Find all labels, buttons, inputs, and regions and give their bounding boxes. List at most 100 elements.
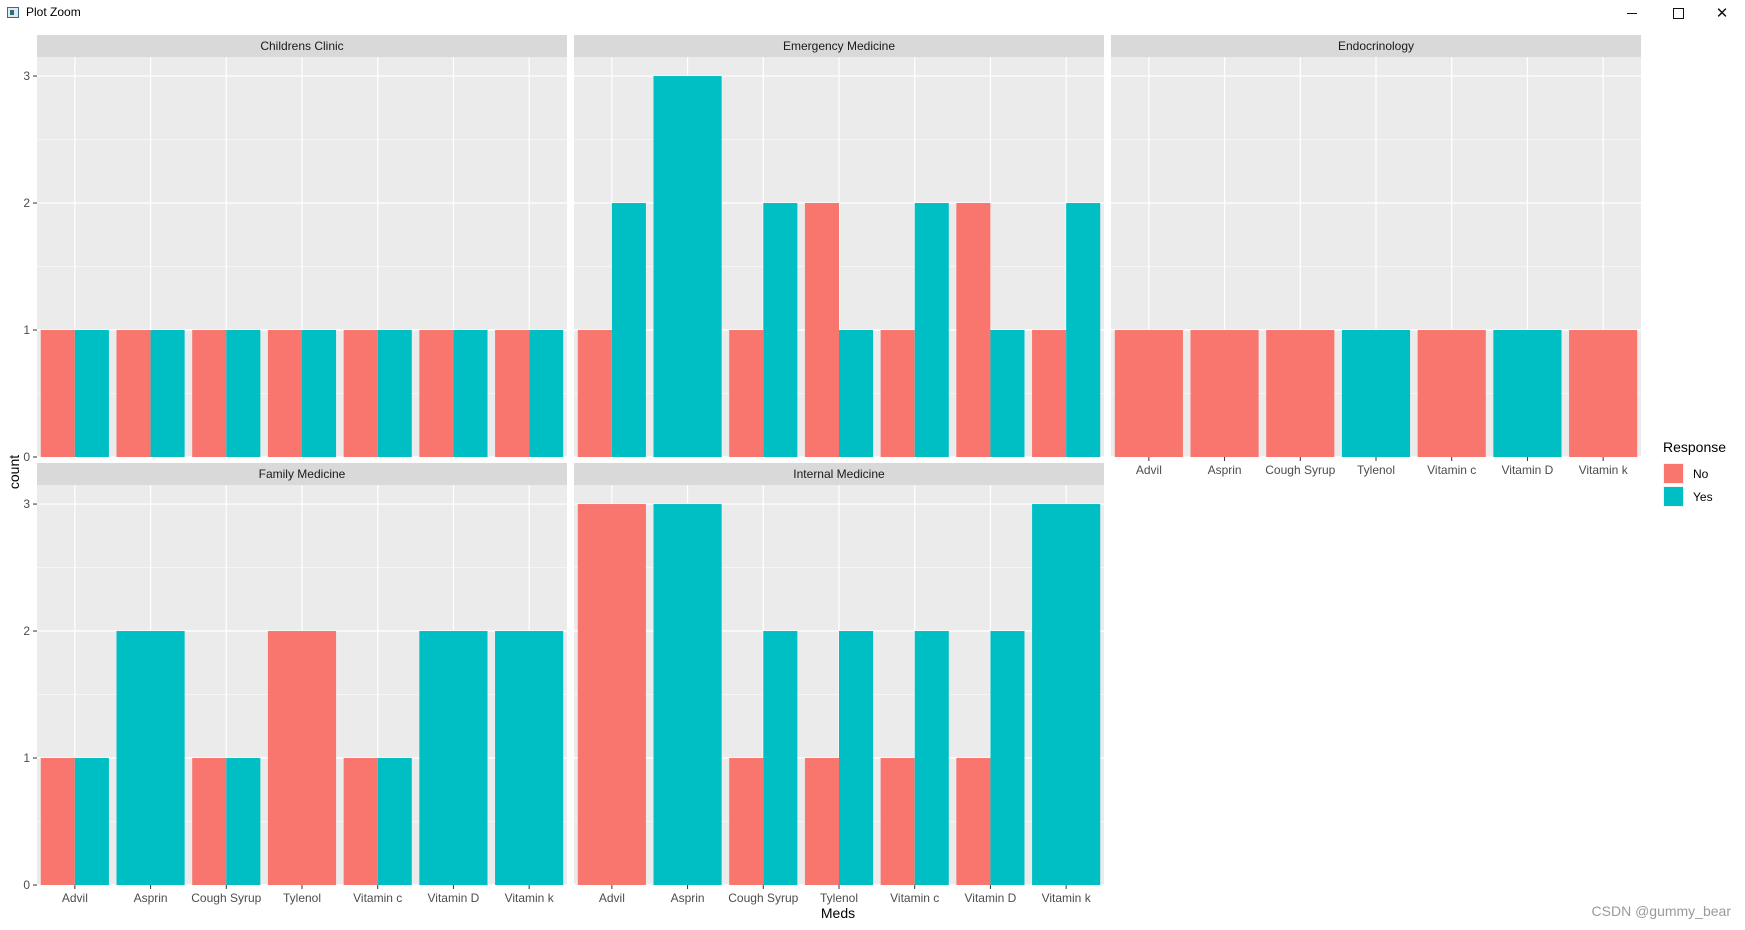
x-tick-label: Asprin [1208,463,1242,477]
bar [226,330,261,457]
close-icon: ✕ [1715,5,1729,22]
bar [267,631,337,885]
facet-strip [37,463,567,485]
bar [377,330,412,457]
facet-title: Internal Medicine [793,467,885,481]
x-axis-title: Meds [821,905,855,921]
bar [956,203,991,457]
legend-swatch [1664,464,1683,483]
y-tick-label: 3 [23,497,30,511]
y-tick-label: 2 [23,196,30,210]
bar [577,504,646,885]
window-titlebar: Plot Zoom ✕ [0,0,1745,26]
facet-title: Family Medicine [259,467,346,481]
bar [839,631,874,885]
legend-swatch [1664,487,1683,506]
bar [914,631,949,885]
x-tick-label: Vitamin D [1502,463,1554,477]
bar [495,330,530,457]
bar [990,631,1025,885]
y-tick-label: 3 [23,69,30,83]
bar [302,330,337,457]
facet-title: Emergency Medicine [783,39,895,53]
bar [611,203,646,457]
bar [653,504,722,885]
bar [729,758,764,885]
bar [1417,330,1486,457]
x-tick-label: Vitamin D [428,891,480,905]
bar [763,631,798,885]
bar [495,631,564,885]
bar [192,758,227,885]
x-tick-label: Tylenol [1357,463,1395,477]
x-tick-label: Vitamin k [1042,891,1092,905]
bar [267,330,302,457]
bar [226,758,261,885]
bar [116,631,185,885]
x-tick-label: Tylenol [283,891,321,905]
y-tick-label: 0 [23,450,30,464]
legend-label: No [1693,467,1709,481]
bar [40,758,75,885]
y-tick-label: 1 [23,323,30,337]
bar [1266,330,1335,457]
minimize-button[interactable] [1609,0,1655,26]
facet-title: Endocrinology [1338,39,1414,53]
bar [1066,203,1101,457]
x-tick-label: Asprin [134,891,168,905]
x-tick-label: Advil [599,891,625,905]
close-button[interactable]: ✕ [1699,0,1745,26]
legend-title: Response [1663,439,1726,455]
bar [1114,330,1183,457]
x-tick-label: Asprin [671,891,705,905]
bar [40,330,75,457]
bar [377,758,412,885]
bar [419,631,488,885]
bar [192,330,227,457]
x-tick-label: Vitamin D [965,891,1017,905]
bar [1190,330,1259,457]
x-tick-label: Cough Syrup [1265,463,1335,477]
bar [729,330,764,457]
y-tick-label: 2 [23,624,30,638]
bar [577,330,612,457]
x-tick-label: Vitamin c [353,891,402,905]
x-tick-label: Cough Syrup [191,891,261,905]
bar [839,330,874,457]
y-tick-label: 0 [23,878,30,892]
bar [1032,330,1067,457]
x-tick-label: Tylenol [820,891,858,905]
x-tick-label: Vitamin k [1579,463,1629,477]
y-axis-title: count [6,455,22,489]
bar [74,758,109,885]
watermark-text: CSDN @gummy_bear [1592,903,1732,919]
bar [804,203,839,457]
bar [804,758,839,885]
facet-strip [1111,35,1641,57]
maximize-icon [1672,7,1684,19]
bar [763,203,798,457]
app-icon [7,7,19,18]
facet-strip [574,463,1104,485]
maximize-button[interactable] [1655,0,1701,26]
x-tick-label: Advil [1136,463,1162,477]
x-tick-label: Vitamin k [505,891,555,905]
facet-title: Childrens Clinic [260,39,343,53]
x-tick-label: Vitamin c [890,891,939,905]
minimize-icon [1627,12,1637,14]
legend-label: Yes [1693,490,1713,504]
bar [343,758,378,885]
faceted-bar-chart: Childrens Clinic 0 1 2 3 Emergency Medicine En… [6,35,1732,921]
bar [956,758,991,885]
bar [1569,330,1638,457]
bar [880,758,915,885]
x-tick-label: Advil [62,891,88,905]
facet-strip [37,35,567,57]
bar [453,330,488,457]
bar [990,330,1025,457]
bar [1493,330,1562,457]
bar [74,330,109,457]
bar [116,330,151,457]
x-tick-label: Vitamin c [1427,463,1476,477]
bar [914,203,949,457]
